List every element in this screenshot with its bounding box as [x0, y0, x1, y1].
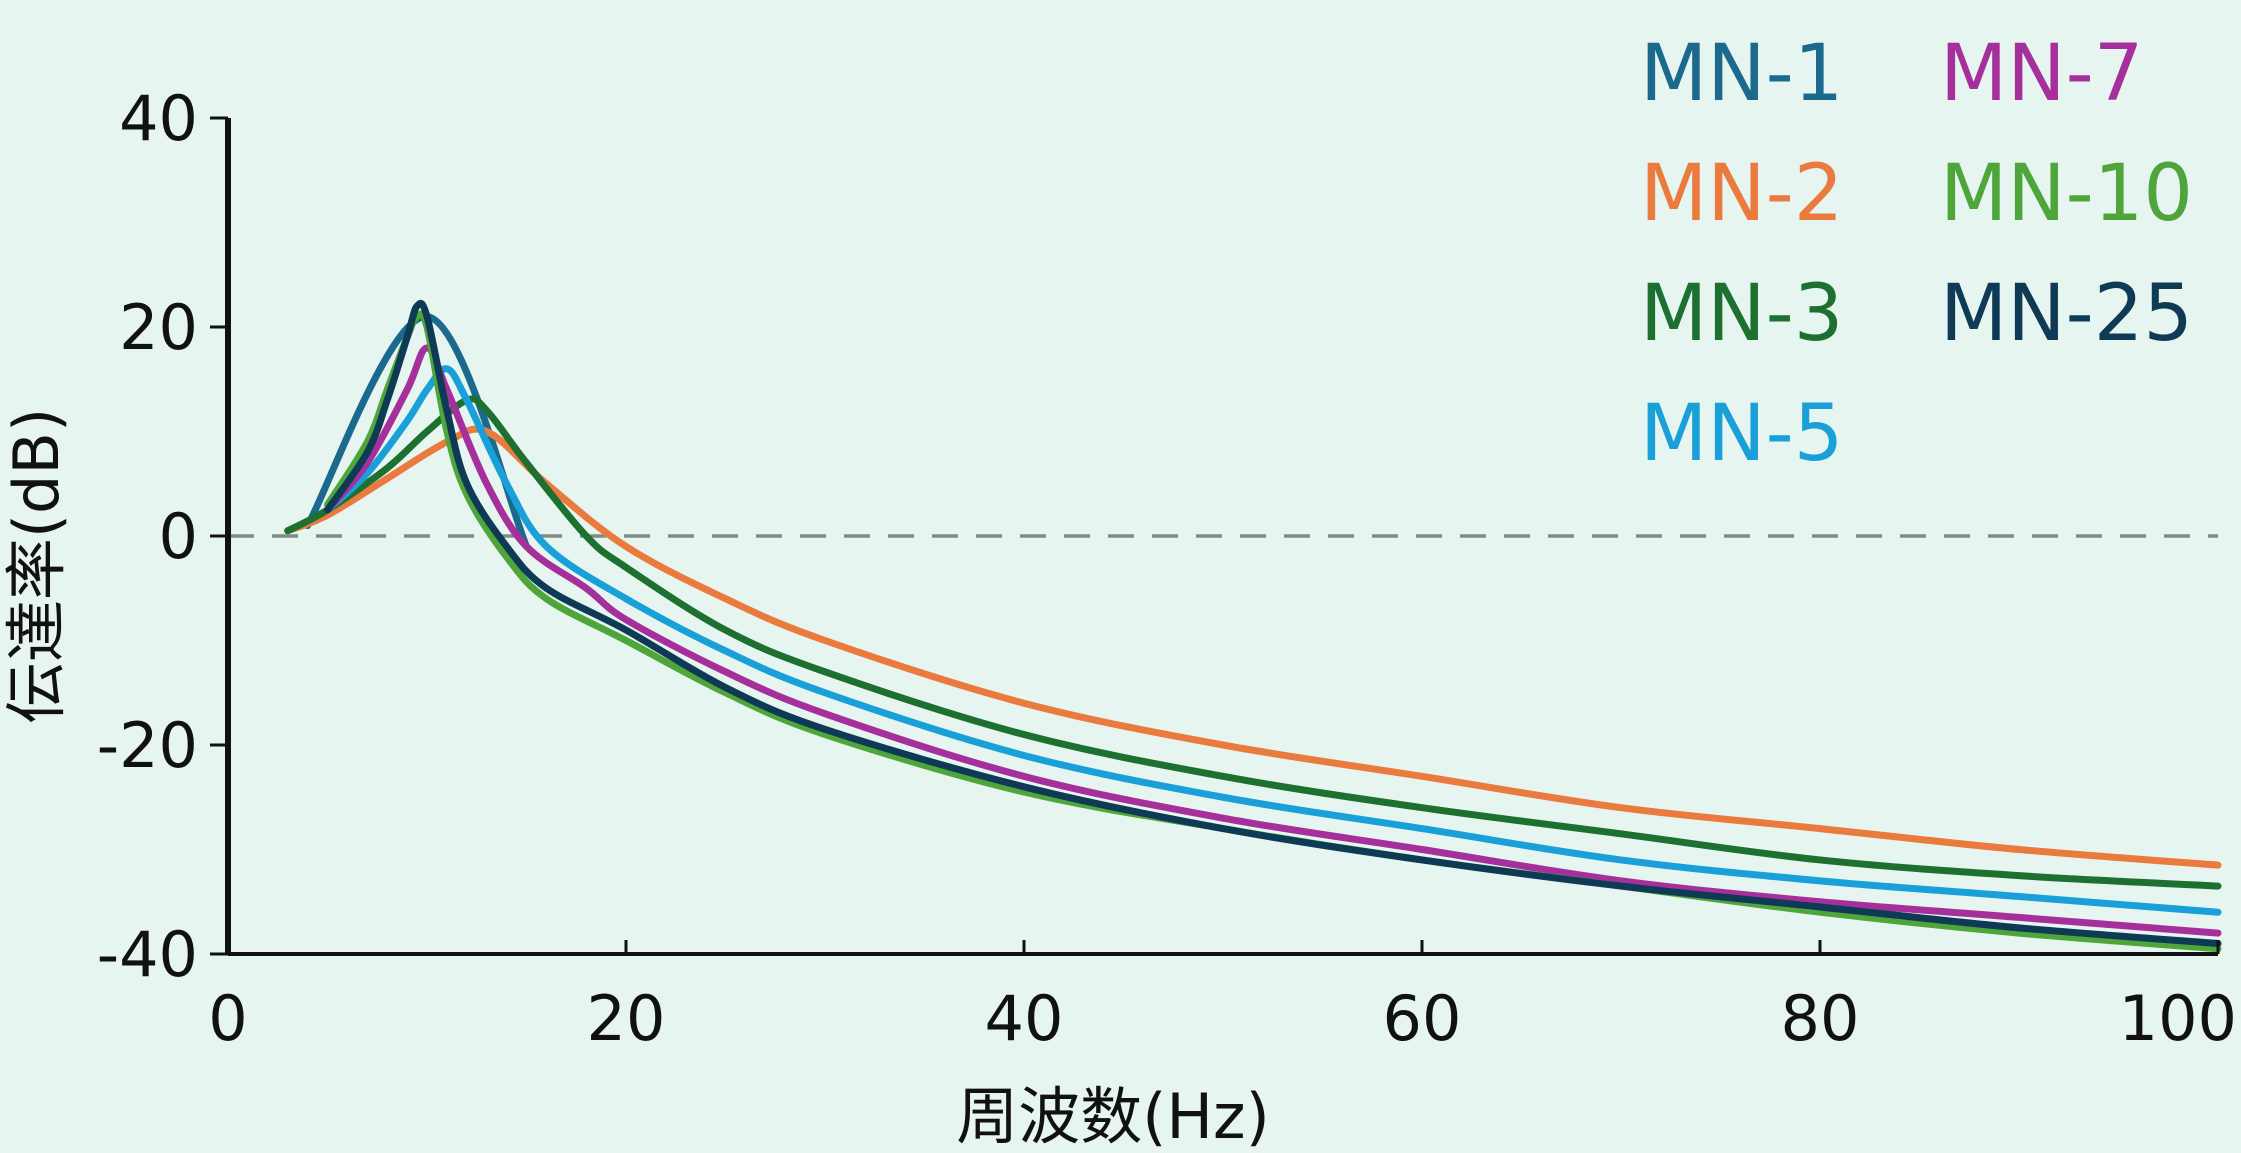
x-tick-label: 20 — [587, 982, 666, 1055]
y-tick-label: -40 — [97, 918, 198, 991]
legend: MN-1 MN-2 MN-3 MN-5 MN-7 MN-10 MN-25 — [1640, 29, 2193, 479]
legend-item-mn-5: MN-5 — [1640, 389, 1843, 479]
legend-item-mn-25: MN-25 — [1940, 269, 2193, 359]
legend-item-mn-1: MN-1 — [1640, 29, 1843, 119]
series-line-mn-5 — [324, 365, 2222, 916]
legend-item-mn-7: MN-7 — [1940, 29, 2143, 119]
x-tick-label: 0 — [208, 982, 247, 1055]
legend-item-mn-3: MN-3 — [1640, 269, 1843, 359]
x-axis-title: 周波数(Hz) — [956, 1080, 1270, 1153]
y-axis-ticks: 40 20 0 -20 -40 — [97, 82, 228, 991]
series-line-mn-2 — [284, 425, 2222, 869]
x-axis-ticks: 0 20 40 60 80 100 — [208, 940, 2237, 1055]
series-line-mn-25 — [324, 299, 2222, 948]
x-tick-label: 80 — [1781, 982, 1860, 1055]
y-axis-title: 伝達率(dB) — [0, 408, 73, 724]
y-tick-label: 20 — [119, 291, 198, 364]
x-tick-label: 60 — [1383, 982, 1462, 1055]
series-lines — [284, 299, 2222, 953]
plot-area — [228, 299, 2222, 953]
y-tick-label: 40 — [119, 82, 198, 155]
legend-item-mn-2: MN-2 — [1640, 149, 1843, 239]
y-tick-label: 0 — [159, 500, 198, 573]
x-tick-label: 40 — [985, 982, 1064, 1055]
legend-item-mn-10: MN-10 — [1940, 149, 2193, 239]
series-line-mn-3 — [284, 395, 2222, 890]
x-tick-label: 100 — [2119, 982, 2237, 1055]
y-tick-label: -20 — [97, 709, 198, 782]
